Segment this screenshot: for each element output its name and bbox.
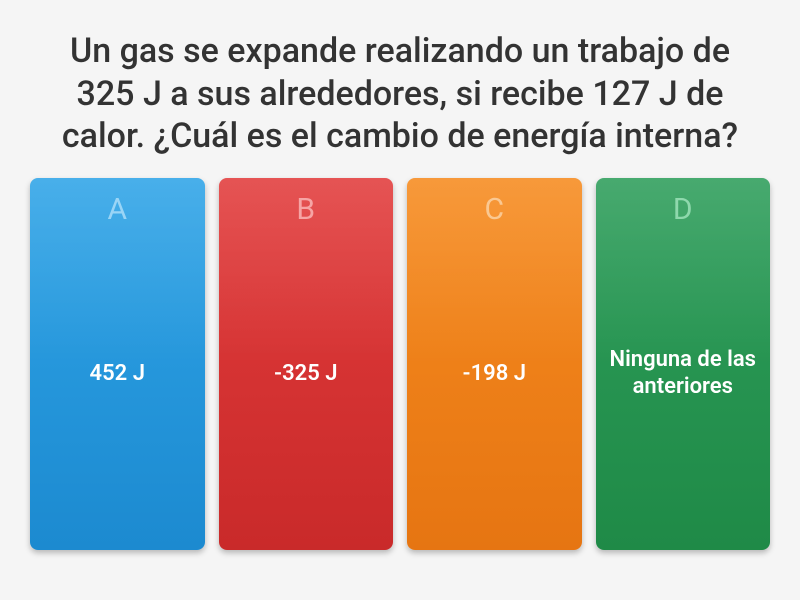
option-a[interactable]: A 452 J	[30, 178, 205, 551]
option-letter-c: C	[407, 178, 582, 227]
option-letter-d: D	[596, 178, 771, 227]
option-c[interactable]: C -198 J	[407, 178, 582, 551]
option-letter-b: B	[219, 178, 394, 227]
question-text: Un gas se expande realizando un trabajo …	[30, 20, 770, 178]
option-b[interactable]: B -325 J	[219, 178, 394, 551]
option-answer-a: 452 J	[78, 227, 157, 551]
option-answer-b: -325 J	[262, 227, 350, 551]
option-answer-c: -198 J	[451, 227, 539, 551]
options-container: A 452 J B -325 J C -198 J D Ninguna de l…	[30, 178, 770, 581]
option-answer-d: Ninguna de las anteriores	[596, 227, 771, 551]
option-d[interactable]: D Ninguna de las anteriores	[596, 178, 771, 551]
option-letter-a: A	[30, 178, 205, 227]
